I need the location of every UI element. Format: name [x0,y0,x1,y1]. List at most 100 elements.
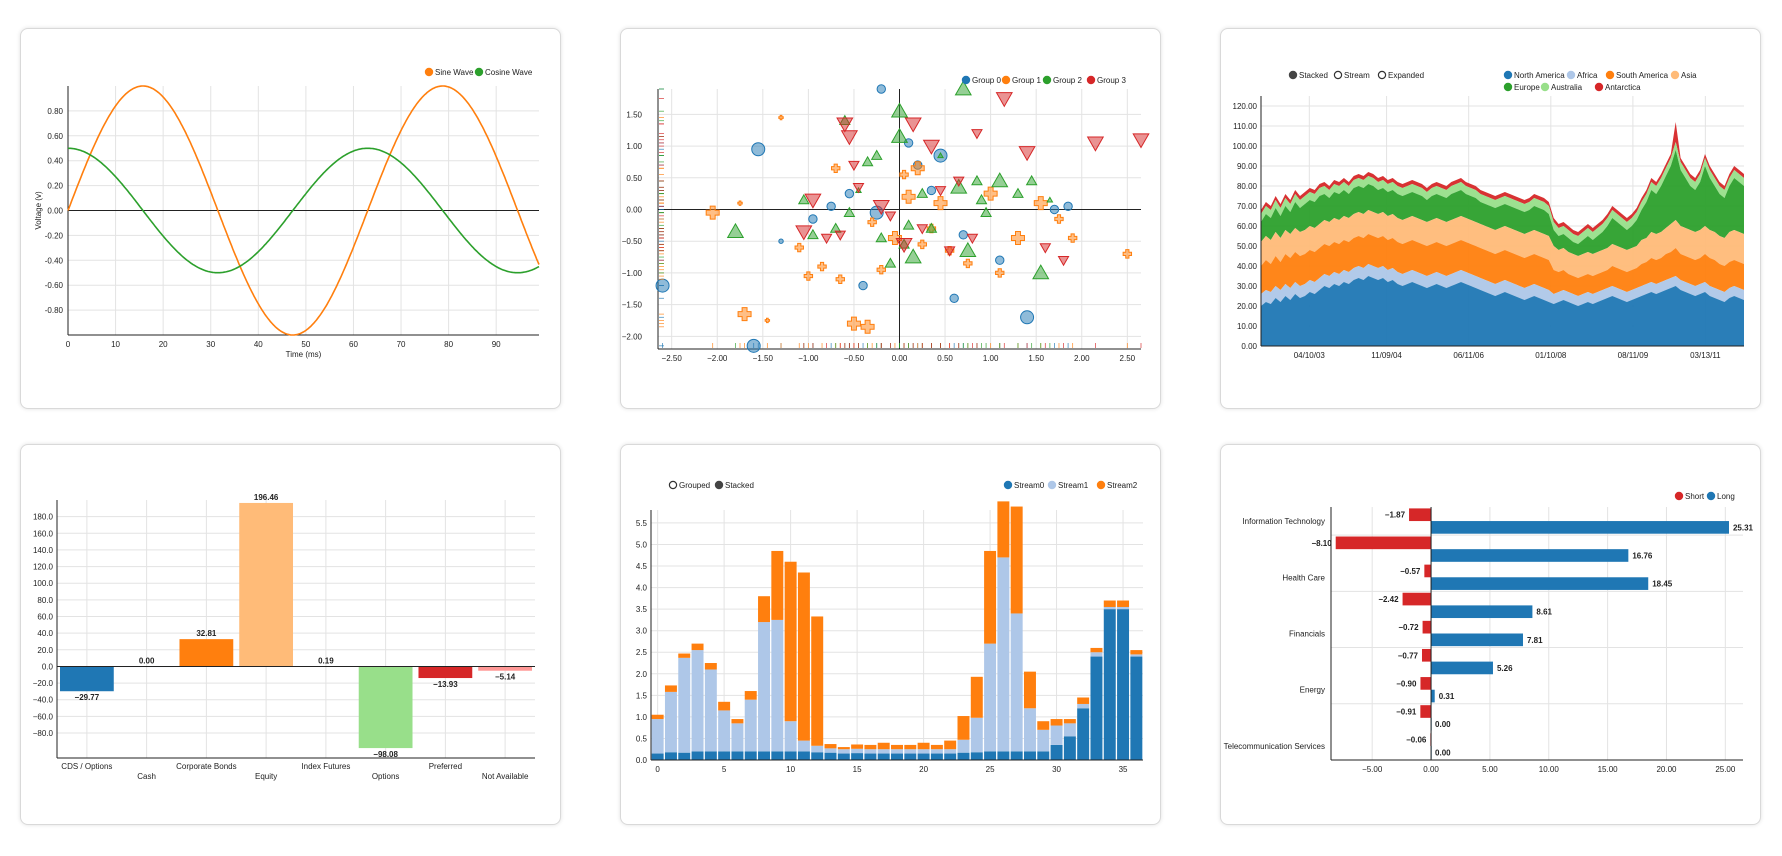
bar-short[interactable] [1409,508,1432,522]
bar-long[interactable] [1431,689,1435,703]
scatter-point[interactable] [899,169,909,180]
bar-not-available[interactable] [478,666,533,671]
scatter-point[interactable] [797,193,810,205]
bar-segment-stream2[interactable] [784,561,797,722]
legend-short-marker[interactable] [1674,491,1684,501]
bar-equity[interactable] [239,502,294,667]
scatter-point[interactable] [848,160,860,172]
scatter-point[interactable] [1057,255,1070,267]
bar-segment-stream1[interactable] [891,749,903,754]
scatter-point[interactable] [1033,196,1048,211]
bar-segment-stream2[interactable] [771,550,784,620]
scatter-point[interactable] [954,80,972,96]
bar-segment-stream1[interactable] [811,745,824,753]
bar-segment-stream2[interactable] [1010,506,1023,614]
scatter-point[interactable] [922,139,941,155]
scatter-point[interactable] [843,206,856,217]
bar-short[interactable] [1421,648,1432,662]
control-stacked-marker[interactable] [1288,70,1298,80]
bar-segment-stream1[interactable] [771,619,784,752]
bar-segment-stream1[interactable] [864,749,877,754]
legend-group-3-marker[interactable] [1086,75,1096,85]
bar-short[interactable] [1402,592,1432,606]
scatter-point[interactable] [904,248,922,264]
bar-segment-stream1[interactable] [917,749,930,754]
bar-segment-stream2[interactable] [1063,719,1076,724]
scatter-point[interactable] [926,185,937,196]
bar-segment-stream2[interactable] [691,643,704,651]
bar-segment-stream1[interactable] [1077,703,1090,709]
bar-segment-stream0[interactable] [930,753,943,760]
scatter-point[interactable] [1039,243,1052,254]
scatter-point[interactable] [1054,214,1064,224]
bar-segment-stream0[interactable] [1090,656,1103,760]
scatter-point[interactable] [795,225,813,241]
bar-segment-stream0[interactable] [691,751,704,760]
legend-cosine-wave-marker[interactable] [474,67,484,77]
legend-stream0-marker[interactable] [1003,480,1013,490]
scatter-point[interactable] [807,228,819,240]
bar-segment-stream0[interactable] [864,753,877,760]
scatter-point[interactable] [901,189,916,204]
scatter-point[interactable] [895,238,913,254]
scatter-point[interactable] [778,114,784,121]
bar-segment-stream1[interactable] [957,739,970,753]
scatter-point[interactable] [804,193,822,209]
scatter-point[interactable] [937,151,945,159]
bar-short[interactable] [1335,536,1432,550]
bar-segment-stream0[interactable] [944,753,957,760]
scatter-point[interactable] [746,338,761,353]
bar-short[interactable] [1424,564,1432,578]
legend-africa-marker[interactable] [1566,70,1576,80]
bar-segment-stream0[interactable] [704,751,717,760]
bar-segment-stream1[interactable] [718,710,731,752]
bar-segment-stream1[interactable] [704,669,717,752]
bar-segment-stream2[interactable] [851,744,864,749]
bar-segment-stream2[interactable] [1103,600,1116,607]
bar-short[interactable] [1422,620,1432,634]
bar-segment-stream0[interactable] [678,752,691,760]
scatter-point[interactable] [778,238,784,244]
bar-segment-stream0[interactable] [664,752,677,760]
bar-segment-stream2[interactable] [731,719,744,724]
bar-segment-stream1[interactable] [997,557,1010,752]
bar-segment-stream0[interactable] [997,751,1010,760]
bar-segment-stream0[interactable] [824,752,837,760]
bar-segment-stream1[interactable] [664,691,677,753]
bar-segment-stream1[interactable] [1103,606,1116,610]
bar-segment-stream0[interactable] [957,752,970,760]
bar-segment-stream2[interactable] [797,572,810,741]
scatter-point[interactable] [917,239,927,250]
bar-segment-stream1[interactable] [1130,654,1143,657]
bar-segment-stream0[interactable] [851,753,864,760]
scatter-point[interactable] [808,214,818,224]
bar-segment-stream2[interactable] [957,716,970,740]
scatter-point[interactable] [860,319,875,334]
bar-short[interactable] [1420,705,1432,718]
bar-segment-stream0[interactable] [1010,751,1023,760]
scatter-point[interactable] [971,129,983,140]
scatter-point[interactable] [852,183,865,194]
bar-segment-stream0[interactable] [837,753,850,760]
bar-segment-stream0[interactable] [1050,744,1063,760]
bar-segment-stream2[interactable] [984,550,997,644]
bar-segment-stream0[interactable] [1077,708,1090,760]
bar-segment-stream1[interactable] [797,740,810,752]
bar-segment-stream1[interactable] [1063,723,1076,737]
scatter-point[interactable] [876,84,886,94]
bar-segment-stream2[interactable] [864,744,877,750]
bar-segment-stream2[interactable] [678,653,691,658]
bar-long[interactable] [1431,577,1649,590]
bar-segment-stream2[interactable] [1130,650,1143,655]
bar-segment-stream2[interactable] [1117,600,1130,607]
bar-segment-stream2[interactable] [837,747,850,750]
bar-segment-stream0[interactable] [917,753,930,760]
bar-segment-stream1[interactable] [984,643,997,752]
control-grouped-marker[interactable] [668,480,678,490]
bar-segment-stream0[interactable] [811,752,824,760]
bar-options[interactable] [358,666,413,749]
legend-long-marker[interactable] [1706,491,1716,501]
scatter-point[interactable] [844,188,855,199]
legend-stream1-marker[interactable] [1047,480,1057,490]
bar-long[interactable] [1431,549,1629,562]
